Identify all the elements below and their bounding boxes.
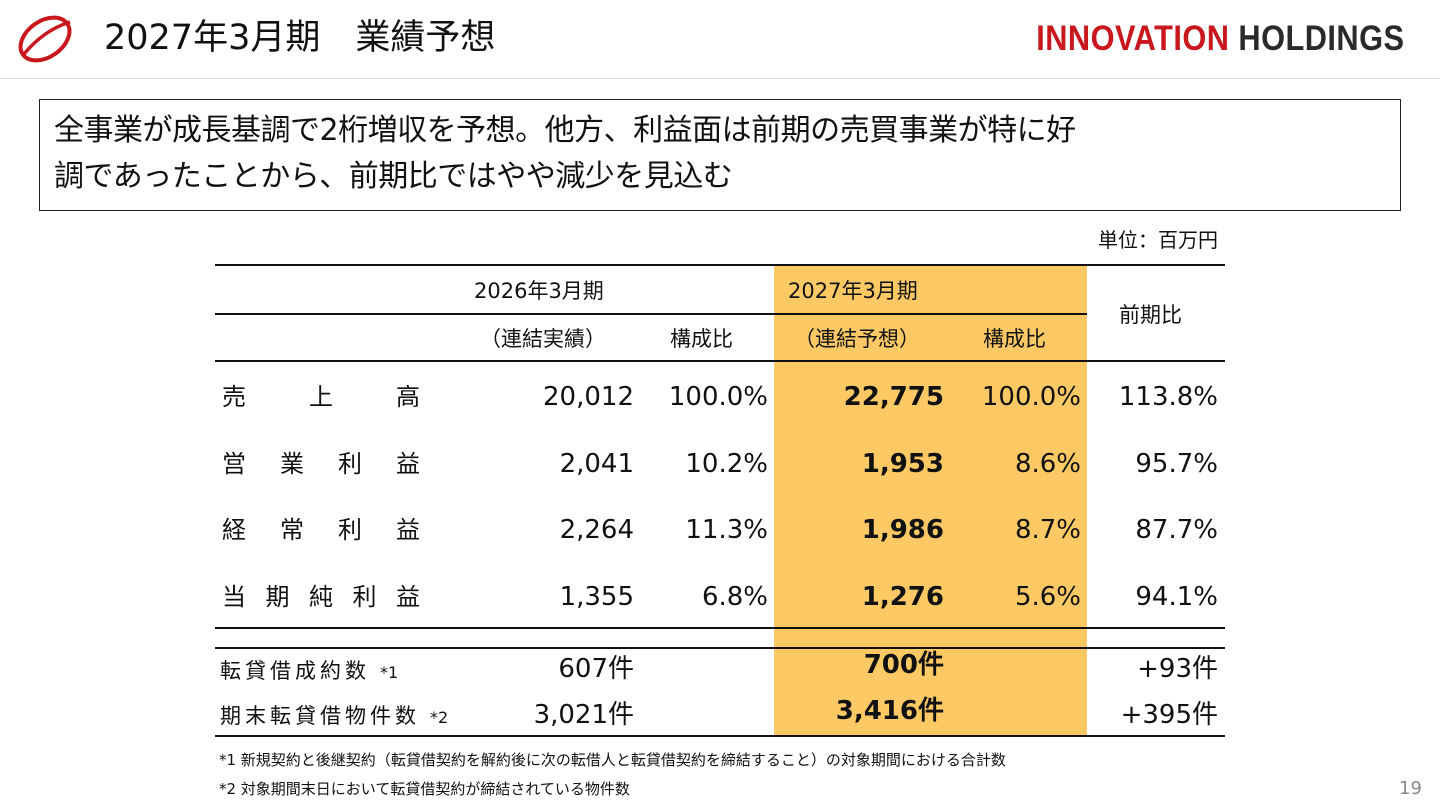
- pl-bottom-rule: [215, 627, 1225, 629]
- subheader-curr-forecast: （連結予想）: [794, 327, 920, 351]
- kpi-label-sublease-contracts: 転貸借成約数 *1: [220, 659, 399, 683]
- summary-box: 全事業が成長基調で2桁増収を予想。他方、利益面は前期の売買事業が特に好 調であっ…: [39, 99, 1401, 211]
- company-logo-icon: [18, 15, 72, 63]
- table-top-rule: [215, 264, 1225, 266]
- page-number: 19: [1399, 778, 1422, 799]
- col-header-yoy: 前期比: [1119, 303, 1182, 327]
- header-sub-rule: [215, 313, 1087, 315]
- sublease-properties-curr: 3,416件: [835, 696, 944, 726]
- net-sales-prev-ratio: 100.0%: [668, 382, 768, 412]
- summary-line-2: 調であったことから、前期比ではやや減少を見込む: [54, 159, 733, 194]
- summary-line-1: 全事業が成長基調で2桁増収を予想。他方、利益面は前期の売買事業が特に好: [54, 113, 1076, 148]
- brand-word-holdings: HOLDINGS: [1237, 19, 1404, 58]
- col-header-prev-period: 2026年3月期: [474, 279, 604, 303]
- footnote-1: *1 新規契約と後継契約（転貸借契約を解約後に次の転借人と転貸借契約を締結するこ…: [219, 751, 1006, 769]
- brand-word-innovation: INNOVATION: [1035, 19, 1229, 58]
- col-header-curr-period: 2027年3月期: [788, 279, 918, 303]
- footnote-2: *2 対象期間末日において転貸借契約が締結されている物件数: [219, 780, 630, 798]
- subheader-prev-actual: （連結実績）: [480, 327, 606, 351]
- net-income-prev: 1,355: [559, 582, 634, 612]
- ordinary-income-prev-ratio: 11.3%: [685, 515, 768, 545]
- sublease-contracts-prev: 607件: [558, 654, 634, 684]
- kpi-label-sublease-properties: 期末転貸借物件数 *2: [220, 704, 449, 728]
- sublease-contracts-curr: 700件: [863, 650, 944, 680]
- subheader-prev-ratio: 構成比: [670, 327, 733, 351]
- footnote-ref-2: *2: [430, 708, 449, 727]
- sublease-properties-yoy: +395件: [1120, 700, 1218, 730]
- net-income-curr: 1,276: [861, 582, 944, 612]
- row-label-operating-income: 営業利益: [222, 450, 420, 478]
- operating-income-prev-ratio: 10.2%: [685, 449, 768, 479]
- ordinary-income-curr-ratio: 8.7%: [1014, 515, 1081, 545]
- net-sales-prev: 20,012: [543, 382, 634, 412]
- row-label-net-sales: 売上高: [222, 383, 420, 411]
- operating-income-curr-ratio: 8.6%: [1014, 449, 1081, 479]
- net-sales-curr-ratio: 100.0%: [981, 382, 1081, 412]
- subheader-curr-ratio: 構成比: [983, 327, 1046, 351]
- ordinary-income-prev: 2,264: [559, 515, 634, 545]
- footnote-ref-1: *1: [380, 663, 399, 682]
- ordinary-income-curr: 1,986: [861, 515, 944, 545]
- table-bottom-rule: [215, 735, 1225, 737]
- operating-income-curr: 1,953: [861, 449, 944, 479]
- header-divider: [0, 78, 1440, 79]
- sublease-properties-prev: 3,021件: [533, 700, 634, 730]
- net-sales-yoy: 113.8%: [1118, 382, 1218, 412]
- operating-income-prev: 2,041: [559, 449, 634, 479]
- operating-income-yoy: 95.7%: [1135, 449, 1218, 479]
- brand-wordmark: INNOVATION HOLDINGS: [1036, 18, 1404, 60]
- net-sales-curr: 22,775: [843, 382, 944, 412]
- net-income-prev-ratio: 6.8%: [701, 582, 768, 612]
- row-label-ordinary-income: 経常利益: [222, 516, 420, 544]
- sublease-contracts-yoy: +93件: [1137, 654, 1218, 684]
- ordinary-income-yoy: 87.7%: [1135, 515, 1218, 545]
- header-bottom-rule: [215, 360, 1225, 362]
- forecast-highlight-column: [774, 265, 1087, 737]
- net-income-yoy: 94.1%: [1135, 582, 1218, 612]
- kpi-top-rule: [215, 647, 1225, 649]
- net-income-curr-ratio: 5.6%: [1014, 582, 1081, 612]
- row-label-net-income: 当期純利益: [222, 583, 420, 611]
- unit-label: 単位：百万円: [1098, 228, 1218, 252]
- page-title: 2027年3月期 業績予想: [104, 18, 496, 58]
